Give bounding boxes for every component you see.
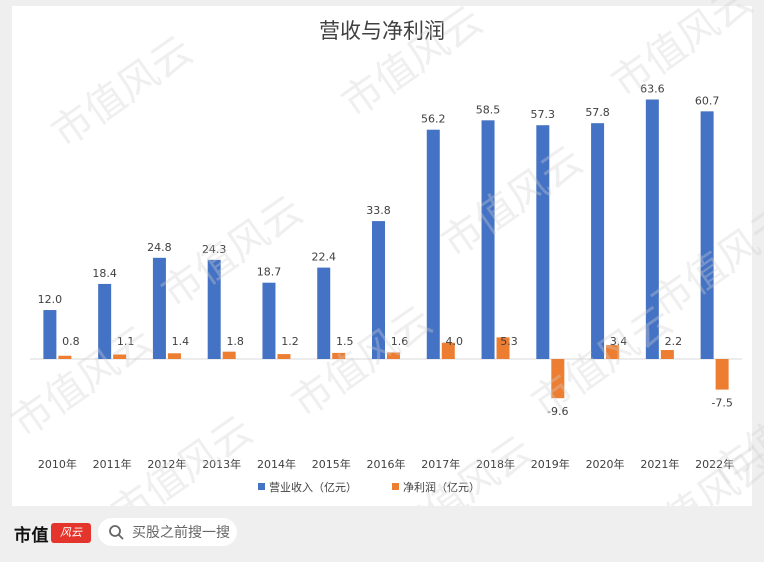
search-icon bbox=[109, 525, 124, 540]
revenue-data-label: 56.2 bbox=[421, 113, 446, 126]
legend-swatch-profit bbox=[392, 483, 399, 490]
x-tick-label: 2012年 bbox=[147, 457, 186, 471]
profit-bar bbox=[660, 350, 674, 359]
revenue-data-label: 24.8 bbox=[147, 241, 172, 254]
search-bar[interactable]: 买股之前搜一搜 bbox=[98, 518, 237, 546]
revenue-bar bbox=[536, 125, 550, 359]
x-tick-label: 2014年 bbox=[257, 457, 296, 471]
profit-bar bbox=[606, 345, 620, 359]
profit-data-label: 4.0 bbox=[446, 335, 464, 348]
revenue-data-label: 60.7 bbox=[695, 94, 720, 107]
x-tick-label: 2011年 bbox=[93, 457, 132, 471]
revenue-bar bbox=[481, 120, 495, 359]
revenue-data-label: 18.4 bbox=[92, 267, 117, 280]
chart-marks: 12.0 0.8 2010年 18.4 1.1 2011年 24.8 1.4 2012年 24.3… bbox=[30, 83, 742, 471]
revenue-data-label: 18.7 bbox=[257, 266, 282, 279]
profit-data-label: 1.2 bbox=[281, 335, 299, 348]
profit-data-label: 5.3 bbox=[500, 335, 518, 348]
x-tick-label: 2019年 bbox=[531, 457, 570, 471]
profit-data-label: -7.5 bbox=[711, 397, 732, 410]
profit-data-label: 2.2 bbox=[665, 335, 683, 348]
legend-label-profit: 净利润（亿元） bbox=[403, 480, 480, 494]
x-tick-label: 2018年 bbox=[476, 457, 515, 471]
profit-data-label: 3.4 bbox=[610, 335, 628, 348]
chart-card: 营收与净利润 12.0 0.8 2010年 18.4 1.1 2011年 24.8 1.4 20… bbox=[12, 6, 752, 506]
revenue-bar bbox=[645, 99, 659, 360]
profit-bar bbox=[277, 354, 291, 359]
brand[interactable]: 市值 风云 bbox=[14, 521, 91, 546]
profit-bar bbox=[332, 352, 346, 359]
revenue-bar bbox=[43, 310, 57, 359]
legend-label-revenue: 营业收入（亿元） bbox=[269, 480, 357, 494]
brand-name: 市值 bbox=[14, 525, 49, 546]
x-tick-label: 2022年 bbox=[695, 457, 734, 471]
revenue-data-label: 12.0 bbox=[38, 293, 63, 306]
profit-data-label: 1.5 bbox=[336, 335, 354, 348]
profit-bar bbox=[496, 337, 510, 359]
revenue-bar bbox=[98, 283, 112, 359]
profit-bar bbox=[167, 353, 181, 359]
profit-bar bbox=[715, 359, 729, 390]
profit-bar bbox=[113, 354, 127, 359]
search-placeholder: 买股之前搜一搜 bbox=[132, 525, 230, 541]
profit-data-label: -9.6 bbox=[547, 405, 568, 418]
revenue-data-label: 63.6 bbox=[640, 83, 665, 96]
revenue-data-label: 22.4 bbox=[311, 251, 336, 264]
revenue-bar bbox=[207, 259, 221, 359]
profit-data-label: 1.4 bbox=[172, 335, 190, 348]
revenue-bar bbox=[152, 257, 166, 359]
profit-bar bbox=[441, 342, 455, 359]
revenue-bar bbox=[317, 267, 331, 359]
revenue-data-label: 33.8 bbox=[366, 204, 391, 217]
revenue-bar bbox=[372, 221, 385, 359]
profit-data-label: 1.1 bbox=[117, 335, 135, 348]
x-tick-label: 2016年 bbox=[367, 457, 406, 471]
revenue-profit-chart: 营收与净利润 12.0 0.8 2010年 18.4 1.1 2011年 24.8 1.4 20… bbox=[30, 19, 742, 494]
profit-bar bbox=[58, 355, 72, 359]
x-tick-label: 2017年 bbox=[421, 457, 460, 471]
chart-title: 营收与净利润 bbox=[319, 19, 445, 43]
footer: 市值 风云 买股之前搜一搜 bbox=[0, 506, 764, 562]
revenue-bar bbox=[700, 111, 714, 360]
profit-data-label: 0.8 bbox=[62, 335, 80, 348]
profit-bar bbox=[387, 352, 400, 359]
revenue-bar bbox=[262, 282, 276, 359]
profit-data-label: 1.8 bbox=[226, 335, 244, 348]
revenue-bar bbox=[591, 123, 605, 360]
revenue-data-label: 57.3 bbox=[531, 108, 556, 121]
legend-swatch-revenue bbox=[258, 483, 265, 490]
x-tick-label: 2021年 bbox=[640, 457, 679, 471]
x-tick-label: 2013年 bbox=[202, 457, 241, 471]
x-tick-label: 2020年 bbox=[586, 457, 625, 471]
chart-legend: 营业收入（亿元） 净利润（亿元） bbox=[258, 480, 480, 494]
x-tick-label: 2010年 bbox=[38, 457, 77, 471]
brand-logo: 风云 bbox=[51, 523, 91, 543]
profit-bar bbox=[551, 359, 565, 399]
revenue-data-label: 57.8 bbox=[585, 106, 610, 119]
profit-bar bbox=[222, 351, 236, 359]
revenue-data-label: 58.5 bbox=[476, 103, 501, 116]
x-tick-label: 2015年 bbox=[312, 457, 351, 471]
profit-data-label: 1.6 bbox=[391, 335, 409, 348]
revenue-bar bbox=[426, 129, 440, 359]
revenue-data-label: 24.3 bbox=[202, 243, 227, 256]
